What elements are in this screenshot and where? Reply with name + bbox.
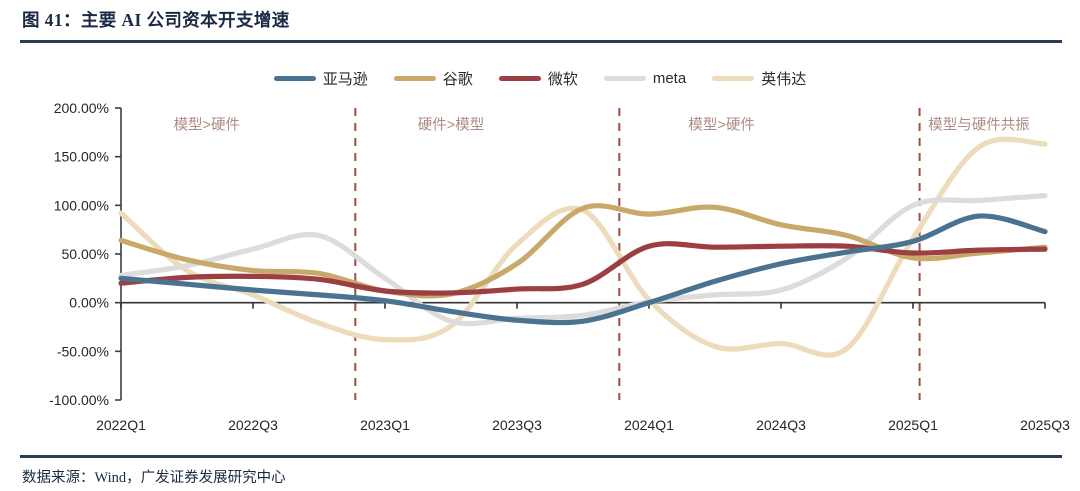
legend-item-3[interactable]: meta xyxy=(603,69,687,87)
x-axis-tick-label: 2023Q1 xyxy=(360,417,410,433)
phase-annotation-3: 模型与硬件共振 xyxy=(928,116,1030,133)
figure-title-bar: 图 41：主要 AI 公司资本开支增速 xyxy=(0,0,1080,44)
y-axis-tick-label: 150.00% xyxy=(54,149,109,165)
x-axis-tick-label: 2023Q3 xyxy=(492,417,542,433)
page-title: 图 41：主要 AI 公司资本开支增速 xyxy=(22,10,290,30)
legend-color-swatch xyxy=(603,75,646,81)
legend-color-swatch xyxy=(273,75,316,81)
legend-item-4[interactable]: 英伟达 xyxy=(712,68,806,89)
y-axis-tick-label: -50.00% xyxy=(57,343,109,359)
legend-item-label: 微软 xyxy=(547,70,578,88)
legend-item-label: 亚马逊 xyxy=(322,70,368,88)
series-line-亚马逊 xyxy=(118,213,1048,326)
legend-item-label: meta xyxy=(652,69,687,87)
series-line-meta xyxy=(118,193,1048,327)
series-line-微软 xyxy=(118,241,1048,296)
y-axis xyxy=(115,107,122,401)
x-axis-tick-labels: 2022Q1 2022Q3 2023Q1 2023Q3 2024Q1 2024Q3 2025… xyxy=(96,417,1070,433)
y-axis-tick-label: 100.00% xyxy=(54,197,109,213)
footer-divider-rule xyxy=(20,455,1062,458)
x-axis xyxy=(120,302,1046,309)
x-axis-tick-label: 2022Q1 xyxy=(96,417,146,433)
x-axis-tick-label: 2022Q3 xyxy=(228,417,278,433)
phase-annotation-0: 模型>硬件 xyxy=(174,116,240,133)
phase-annotation-1: 硬件>模型 xyxy=(418,116,484,133)
y-axis-tick-label: 0.00% xyxy=(69,295,109,311)
y-axis-tick-labels: 200.00% 150.00% 100.00% 50.00% 0.00% -50.00% -… xyxy=(49,100,109,408)
legend-color-swatch xyxy=(498,75,541,81)
x-axis-tick-label: 2024Q1 xyxy=(624,417,674,433)
legend-color-swatch xyxy=(393,75,436,81)
annotation-labels: 模型>硬件 硬件>模型 模型>硬件 模型与硬件共振 xyxy=(174,116,1030,133)
data-source-note: 数据来源：Wind，广发证券发展研究中心 xyxy=(22,470,286,486)
chart-legend: 亚马逊 谷歌 微软 meta 英伟达 xyxy=(0,64,1080,92)
x-axis-tick-label: 2025Q3 xyxy=(1020,417,1070,433)
chart-plot-area: 模型>硬件 硬件>模型 模型>硬件 模型与硬件共振 200.00% 150.00% 100… xyxy=(0,96,1080,446)
legend-item-2[interactable]: 微软 xyxy=(498,68,578,89)
y-axis-tick-label: 50.00% xyxy=(62,246,109,262)
y-axis-tick-label: 200.00% xyxy=(54,100,109,116)
title-divider-rule xyxy=(20,40,1062,43)
legend-item-1[interactable]: 谷歌 xyxy=(393,68,473,89)
x-axis-tick-label: 2025Q1 xyxy=(888,417,938,433)
series-line-英伟达 xyxy=(118,136,1048,358)
legend-color-swatch xyxy=(712,75,755,81)
series-lines xyxy=(118,136,1048,358)
divider-lines xyxy=(354,108,921,400)
legend-item-label: 英伟达 xyxy=(761,70,807,88)
line-chart-svg: 模型>硬件 硬件>模型 模型>硬件 模型与硬件共振 200.00% 150.00% 100… xyxy=(49,100,1070,433)
legend-item-0[interactable]: 亚马逊 xyxy=(273,68,368,89)
legend-item-label: 谷歌 xyxy=(442,70,473,88)
x-axis-tick-label: 2024Q3 xyxy=(756,417,806,433)
phase-annotation-2: 模型>硬件 xyxy=(688,116,754,133)
y-axis-tick-label: -100.00% xyxy=(49,392,109,408)
